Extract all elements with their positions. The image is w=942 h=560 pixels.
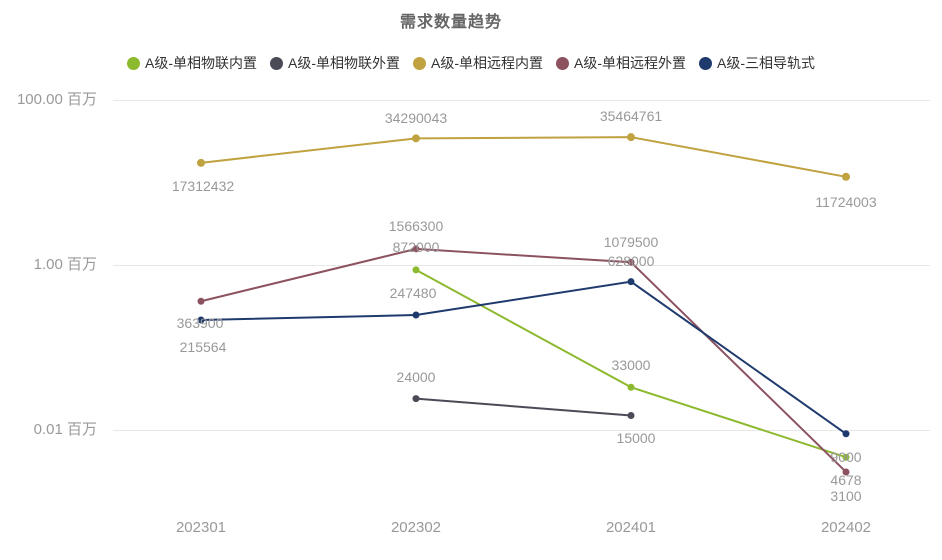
- data-point[interactable]: [412, 311, 420, 319]
- data-label: 1566300: [388, 217, 444, 234]
- data-point[interactable]: [842, 172, 850, 181]
- legend-item-0[interactable]: A级-单相物联内置: [127, 53, 257, 73]
- legend: A级-单相物联内置 A级-单相物联外置 A级-单相远程内置 A级-单相远程外置 A级-三…: [0, 53, 942, 73]
- gridline: [113, 429, 930, 431]
- series-line-4: [200, 280, 847, 435]
- x-axis-label-1: 202302: [390, 519, 442, 536]
- data-label: 33000: [611, 357, 651, 374]
- legend-item-3[interactable]: A级-单相远程外置: [556, 53, 686, 73]
- series-line-3: [200, 247, 847, 473]
- data-label: 628000: [607, 252, 655, 269]
- data-label: 215564: [179, 338, 227, 355]
- chart-title: 需求数量趋势: [399, 14, 502, 31]
- data-point[interactable]: [197, 158, 205, 167]
- data-point[interactable]: [627, 133, 635, 142]
- legend-item-4[interactable]: A级-三相导轨式: [699, 53, 815, 73]
- legend-marker-icon: [270, 56, 283, 70]
- legend-marker-icon: [556, 56, 569, 70]
- legend-label: A级-单相物联内置: [145, 55, 257, 71]
- legend-item-1[interactable]: A级-单相物联外置: [270, 53, 400, 73]
- data-point[interactable]: [412, 245, 420, 253]
- x-axis-label-3: 202402: [820, 519, 872, 536]
- x-axis-label-0: 202301: [175, 519, 227, 536]
- data-label: 872000: [392, 238, 440, 255]
- y-axis-label-2: 0.01 百万: [33, 421, 97, 438]
- series-line-2: [200, 136, 847, 178]
- data-point[interactable]: [842, 430, 850, 438]
- legend-marker-icon: [127, 56, 140, 70]
- data-label: 1079500: [603, 234, 659, 251]
- legend-label: A级-单相远程内置: [431, 55, 543, 71]
- data-label: 34290043: [384, 110, 448, 127]
- data-label: 4678: [830, 472, 862, 489]
- y-axis-label-0: 100.00 百万: [16, 91, 97, 108]
- data-label: 9000: [830, 448, 862, 465]
- data-point[interactable]: [627, 258, 635, 266]
- data-point[interactable]: [412, 395, 420, 403]
- data-point[interactable]: [197, 297, 205, 305]
- gridline: [113, 99, 930, 101]
- data-point[interactable]: [197, 316, 205, 324]
- data-point[interactable]: [842, 468, 850, 476]
- legend-marker-icon: [413, 56, 426, 70]
- legend-marker-icon: [699, 56, 712, 70]
- data-label: 35464761: [599, 108, 663, 125]
- data-point[interactable]: [412, 134, 420, 143]
- data-point[interactable]: [412, 266, 420, 274]
- legend-label: A级-三相导轨式: [717, 55, 815, 71]
- x-axis-label-2: 202401: [605, 519, 657, 536]
- data-point[interactable]: [627, 411, 635, 419]
- data-label: 363900: [176, 315, 224, 332]
- series-line-1: [415, 397, 632, 417]
- data-label: 3100: [830, 487, 862, 504]
- data-point[interactable]: [627, 383, 635, 391]
- legend-item-2[interactable]: A级-单相远程内置: [413, 53, 543, 73]
- data-label: 11724003: [815, 193, 877, 210]
- data-point[interactable]: [627, 278, 635, 286]
- data-label: 247480: [389, 285, 437, 302]
- y-axis-label-1: 1.00 百万: [33, 256, 97, 273]
- data-label: 17312432: [171, 177, 235, 194]
- data-label: 15000: [616, 430, 656, 447]
- legend-label: A级-单相物联外置: [288, 55, 400, 71]
- gridline: [113, 264, 930, 266]
- legend-label: A级-单相远程外置: [574, 55, 686, 71]
- data-label: 24000: [396, 368, 436, 385]
- data-point[interactable]: [842, 453, 850, 461]
